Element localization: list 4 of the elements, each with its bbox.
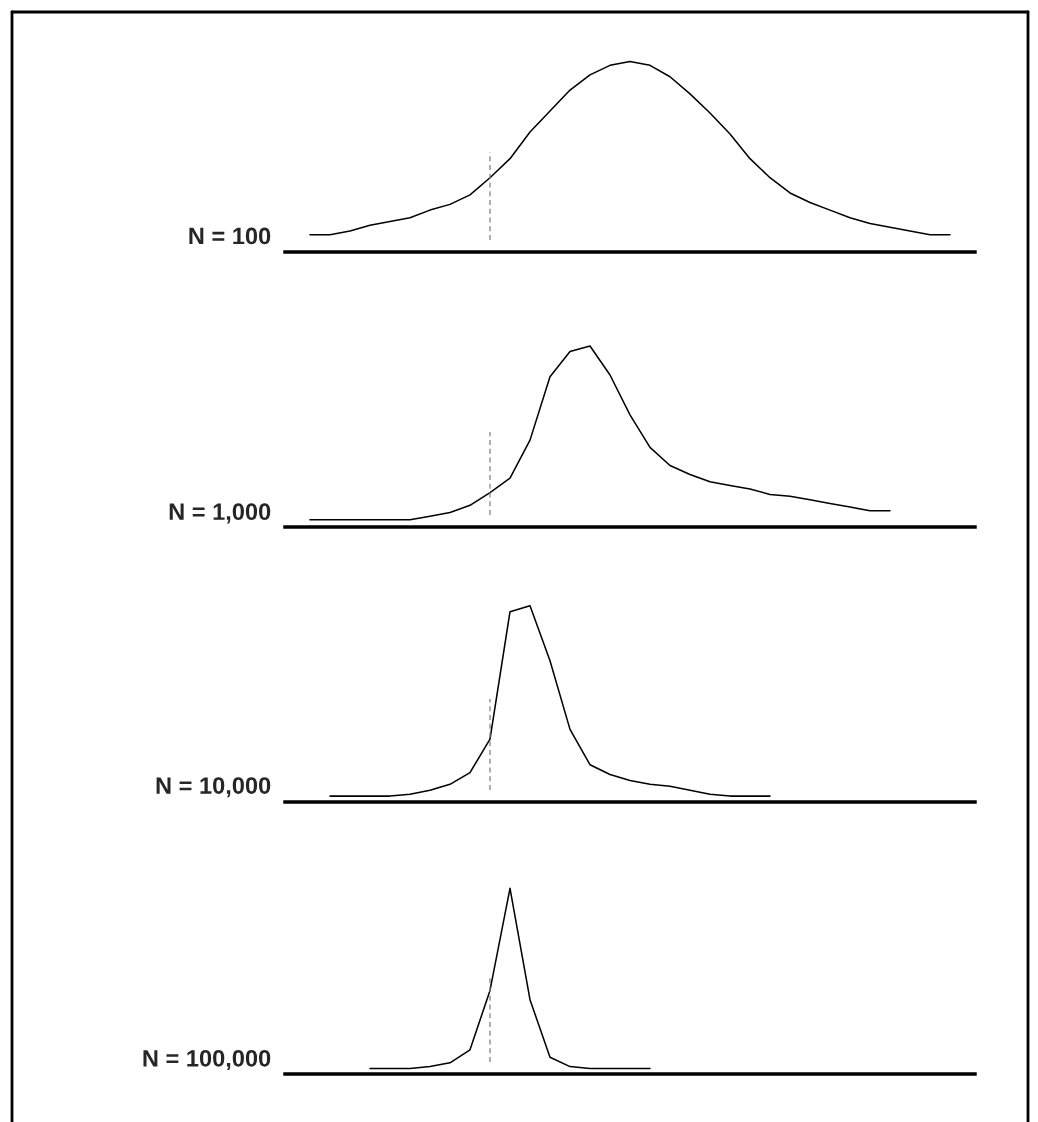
text: N = 1,000 xyxy=(169,503,271,524)
text: N = 10,000 xyxy=(156,777,271,798)
text: N = 100 xyxy=(189,227,271,245)
text: N = 100,000 xyxy=(143,1049,271,1071)
